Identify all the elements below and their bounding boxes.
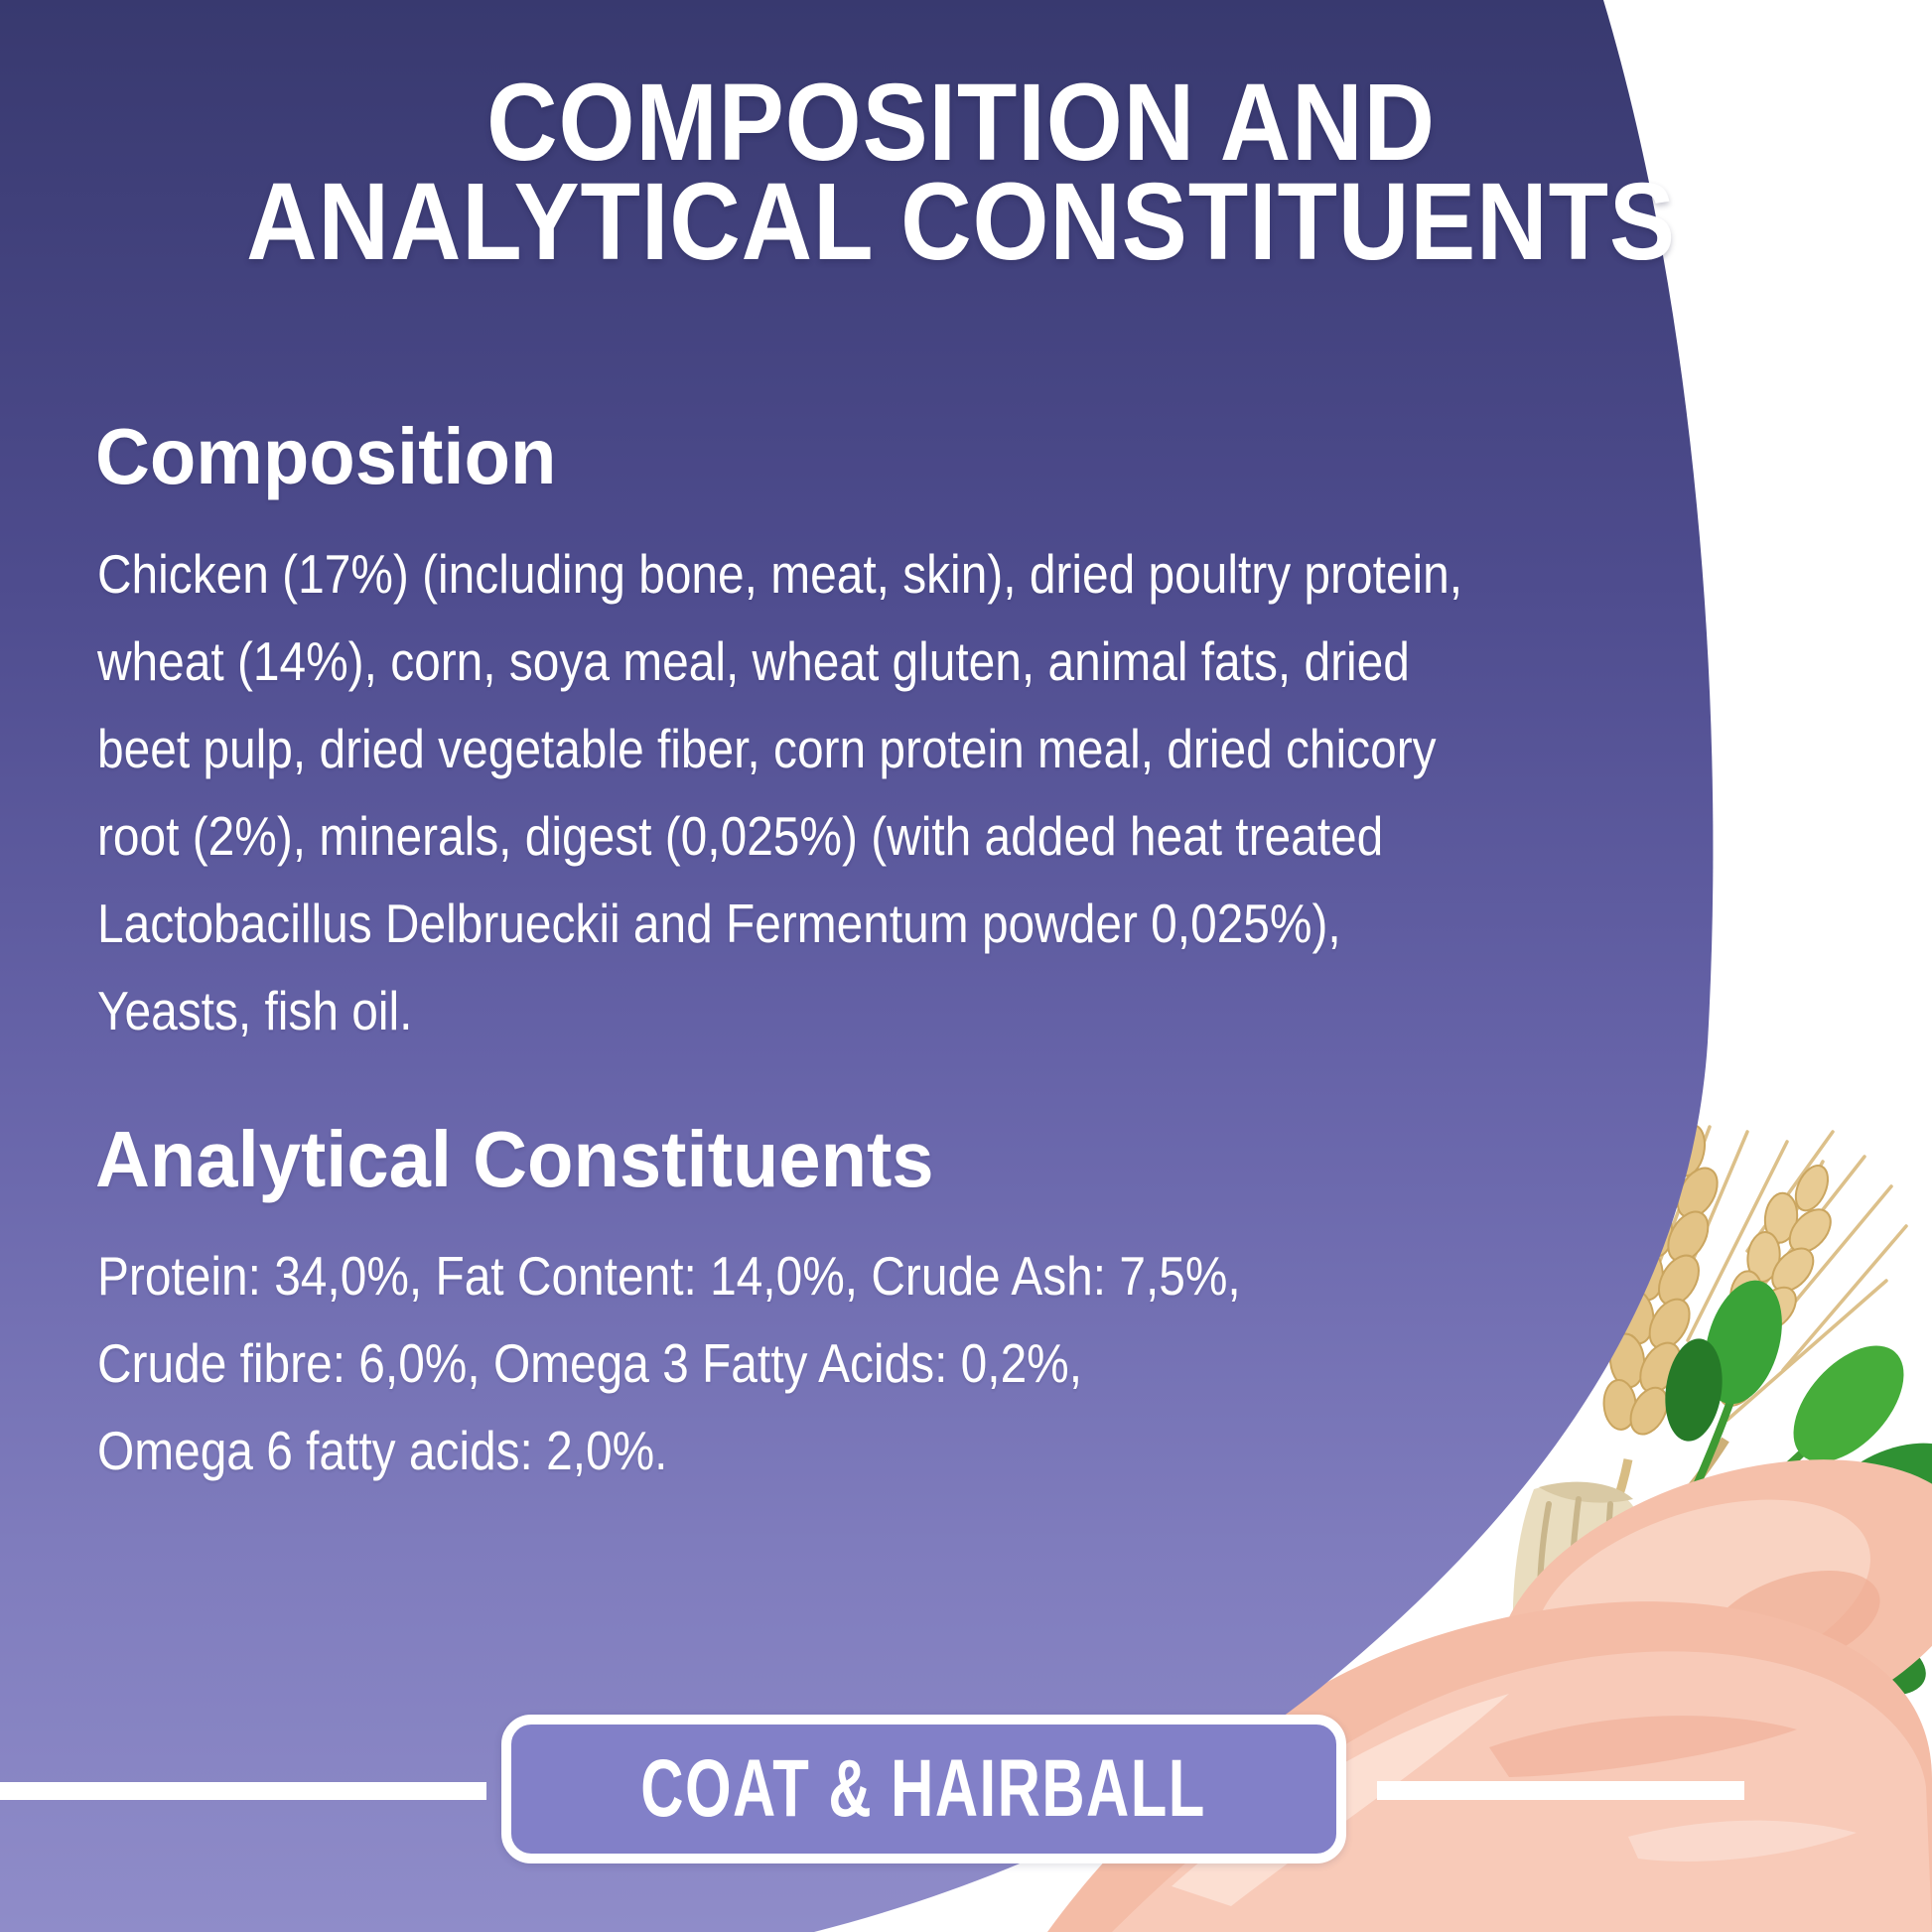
category-badge: COAT & HAIRBALL <box>501 1715 1346 1863</box>
analytical-line: Omega 6 fatty acids: 2,0%. <box>97 1420 668 1481</box>
analytical-constituents-heading: Analytical Constituents <box>95 1115 934 1203</box>
analytical-line: Protein: 34,0%, Fat Content: 14,0%, Crud… <box>97 1245 1241 1307</box>
badge-connector-line-left <box>0 1782 486 1800</box>
composition-heading: Composition <box>95 412 557 500</box>
analytical-constituents-text: Protein: 34,0%, Fat Content: 14,0%, Crud… <box>97 1232 1609 1494</box>
composition-line: Chicken (17%) (including bone, meat, ski… <box>97 543 1463 605</box>
composition-line: root (2%), minerals, digest (0,025%) (wi… <box>97 805 1384 867</box>
purple-gradient-panel <box>0 0 1714 1932</box>
composition-line: wheat (14%), corn, soya meal, wheat glut… <box>97 630 1410 692</box>
badge-connector-line-right <box>1377 1781 1744 1800</box>
page-title: COMPOSITION AND ANALYTICAL CONSTITUENTS <box>239 62 1683 283</box>
category-badge-label: COAT & HAIRBALL <box>640 1743 1207 1834</box>
composition-ingredients-text: Chicken (17%) (including bone, meat, ski… <box>97 530 1609 1054</box>
analytical-line: Crude fibre: 6,0%, Omega 3 Fatty Acids: … <box>97 1332 1083 1394</box>
composition-line: beet pulp, dried vegetable fiber, corn p… <box>97 718 1437 779</box>
composition-line: Yeasts, fish oil. <box>97 980 413 1041</box>
page-title-line-2: ANALYTICAL CONSTITUENTS <box>246 161 1676 283</box>
composition-line: Lactobacillus Delbrueckii and Fermentum … <box>97 893 1341 954</box>
ingredient-photo-collage <box>1047 1120 1932 1932</box>
page-title-line-1: COMPOSITION AND <box>486 62 1436 184</box>
